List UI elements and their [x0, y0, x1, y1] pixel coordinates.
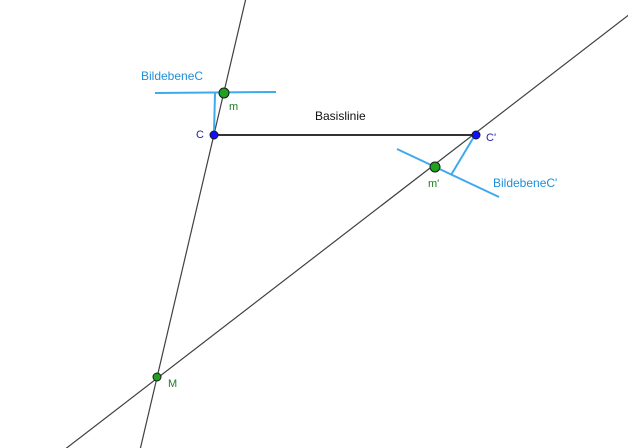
label-m: m: [229, 101, 238, 113]
label-bildebene-c: BildebeneC: [141, 69, 203, 83]
label-basislinie: Basislinie: [315, 109, 366, 123]
label-M: M: [168, 378, 177, 390]
label-m-prime: m': [428, 178, 439, 190]
label-c-prime: C': [486, 132, 496, 144]
point-m[interactable]: [218, 87, 230, 99]
image-plane-c-prime-normal: [450, 134, 476, 176]
point-c-prime[interactable]: [471, 130, 481, 140]
image-plane-c-normal: [213, 92, 216, 135]
image-plane-c-prime[interactable]: [396, 148, 500, 198]
point-M[interactable]: [152, 372, 162, 382]
point-c[interactable]: [209, 130, 219, 140]
label-c: C: [196, 129, 204, 141]
image-plane-c[interactable]: [154, 91, 277, 94]
label-bildebene-c-prime: BildebeneC': [493, 176, 557, 190]
point-m-prime[interactable]: [429, 161, 441, 173]
